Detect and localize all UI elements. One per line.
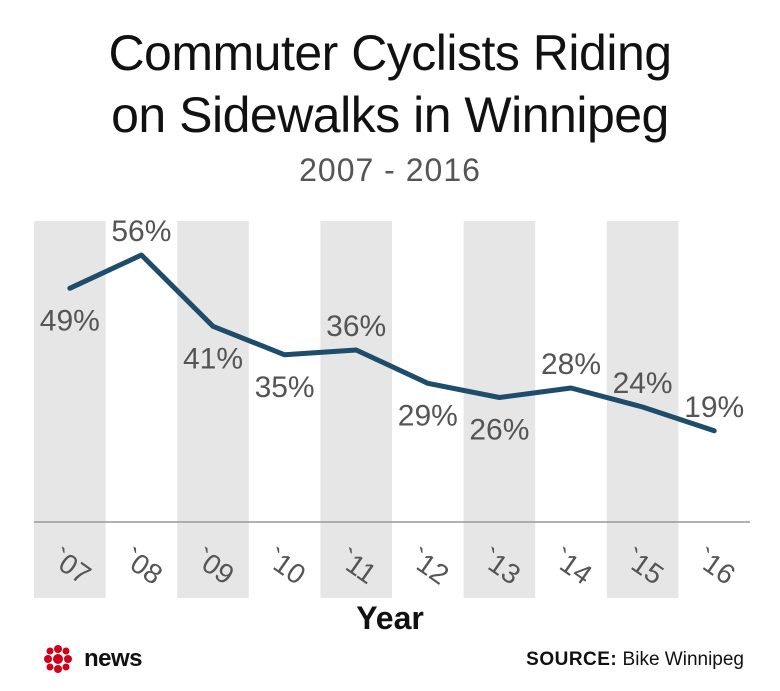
x-tick-label: `14 — [547, 542, 598, 591]
x-tick-label: `16 — [690, 542, 741, 591]
source-value: Bike Winnipeg — [622, 649, 744, 670]
x-tick-label: `08 — [117, 542, 168, 591]
data-label: 56% — [111, 215, 171, 248]
logo-wordmark: news — [84, 645, 143, 672]
data-label: 41% — [183, 342, 243, 375]
data-label: 36% — [326, 310, 386, 343]
data-label: 28% — [541, 348, 601, 381]
data-labels: 49% 56% 41% 35% 36% 29% 26% 28% 24% 19% — [40, 215, 744, 447]
year-band — [320, 221, 392, 598]
chart-title-line-2: on Sidewalks in Winnipeg — [111, 87, 669, 143]
data-label: 24% — [613, 367, 673, 400]
data-label: 26% — [469, 414, 529, 447]
data-label: 35% — [255, 371, 315, 404]
data-label: 29% — [398, 399, 458, 432]
year-band — [463, 221, 536, 598]
source-label: SOURCE: — [526, 649, 618, 670]
source-credit: SOURCE: Bike Winnipeg — [526, 649, 744, 671]
data-label: 19% — [684, 391, 744, 424]
year-band — [34, 221, 106, 598]
chart-title-line-1: Commuter Cyclists Riding — [108, 25, 672, 81]
series-line — [67, 252, 717, 434]
x-tick-label: `12 — [404, 542, 455, 591]
year-bands — [34, 221, 679, 598]
chart-subtitle: 2007 - 2016 — [299, 152, 481, 188]
cbc-news-logo: news — [38, 644, 143, 674]
cbc-gem-icon — [44, 645, 72, 673]
x-axis-label: Year — [356, 600, 424, 636]
x-tick-label: `10 — [260, 542, 311, 591]
year-band — [177, 221, 249, 598]
data-label: 49% — [40, 304, 100, 337]
